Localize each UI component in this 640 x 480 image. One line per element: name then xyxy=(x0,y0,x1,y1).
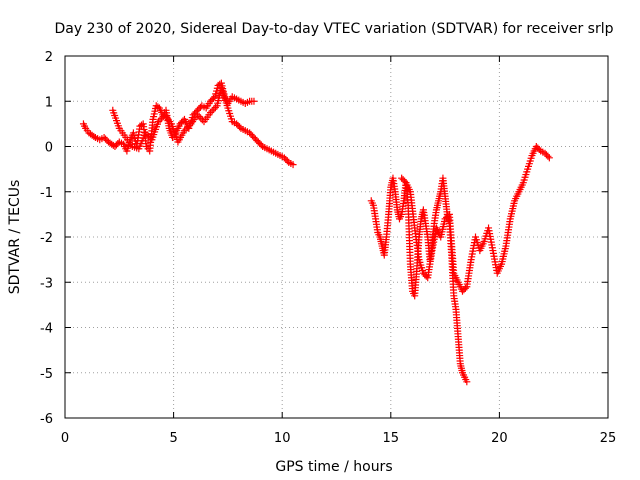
axis-ticks xyxy=(64,55,609,419)
data-point xyxy=(184,123,192,131)
y-axis: 2 1 0 -1 -2 -3 -4 -5 -6 xyxy=(40,50,53,427)
y-tick-label: -3 xyxy=(40,276,53,291)
data-point xyxy=(90,132,98,140)
data-point xyxy=(544,152,552,160)
y-tick-label: 1 xyxy=(45,95,53,110)
data-point xyxy=(158,114,166,122)
data-point xyxy=(283,157,291,165)
x-tick-label: 0 xyxy=(61,431,69,446)
y-tick-label: -2 xyxy=(40,231,53,246)
data-point xyxy=(250,97,258,105)
y-tick-label: -5 xyxy=(40,367,53,382)
data-point xyxy=(141,129,149,137)
series-pass-2 xyxy=(109,84,297,169)
x-tick-label: 5 xyxy=(169,431,177,446)
data-point xyxy=(207,109,215,117)
data-point xyxy=(208,107,216,115)
data-point xyxy=(545,154,553,162)
chart-title: Day 230 of 2020, Sidereal Day-to-day VTE… xyxy=(54,21,613,37)
data-point xyxy=(193,111,201,119)
y-tick-label: -4 xyxy=(40,322,53,337)
data-point xyxy=(197,114,205,122)
data-point xyxy=(257,141,265,149)
data-point xyxy=(235,123,243,131)
data-point xyxy=(185,122,193,130)
data-point xyxy=(211,103,219,111)
data-point xyxy=(156,116,164,124)
data-point xyxy=(145,132,153,140)
data-point xyxy=(444,212,452,220)
plot-frame xyxy=(64,55,609,419)
data-point xyxy=(461,284,469,292)
y-tick-label: 0 xyxy=(45,141,53,156)
data-series xyxy=(79,79,553,386)
x-axis: 0 5 10 15 20 25 xyxy=(61,431,616,446)
x-tick-label: 20 xyxy=(491,431,508,446)
y-axis-label: SDTVAR / TECUs xyxy=(7,180,23,295)
data-point xyxy=(143,131,151,139)
data-point xyxy=(289,161,297,169)
data-point xyxy=(210,105,218,113)
y-tick-label: 2 xyxy=(45,50,53,65)
data-point xyxy=(154,118,162,126)
x-axis-label: GPS time / hours xyxy=(275,459,392,475)
grid xyxy=(65,56,608,418)
data-point xyxy=(535,146,543,154)
data-point xyxy=(180,127,188,135)
series-pass-4 xyxy=(398,143,553,295)
x-tick-label: 25 xyxy=(600,431,617,446)
y-tick-label: -1 xyxy=(40,186,53,201)
data-point xyxy=(195,113,203,121)
data-point xyxy=(463,378,471,386)
data-point xyxy=(182,125,190,133)
x-tick-label: 15 xyxy=(383,431,400,446)
data-point xyxy=(401,177,409,185)
x-tick-label: 10 xyxy=(274,431,291,446)
y-tick-label: -6 xyxy=(40,412,53,427)
